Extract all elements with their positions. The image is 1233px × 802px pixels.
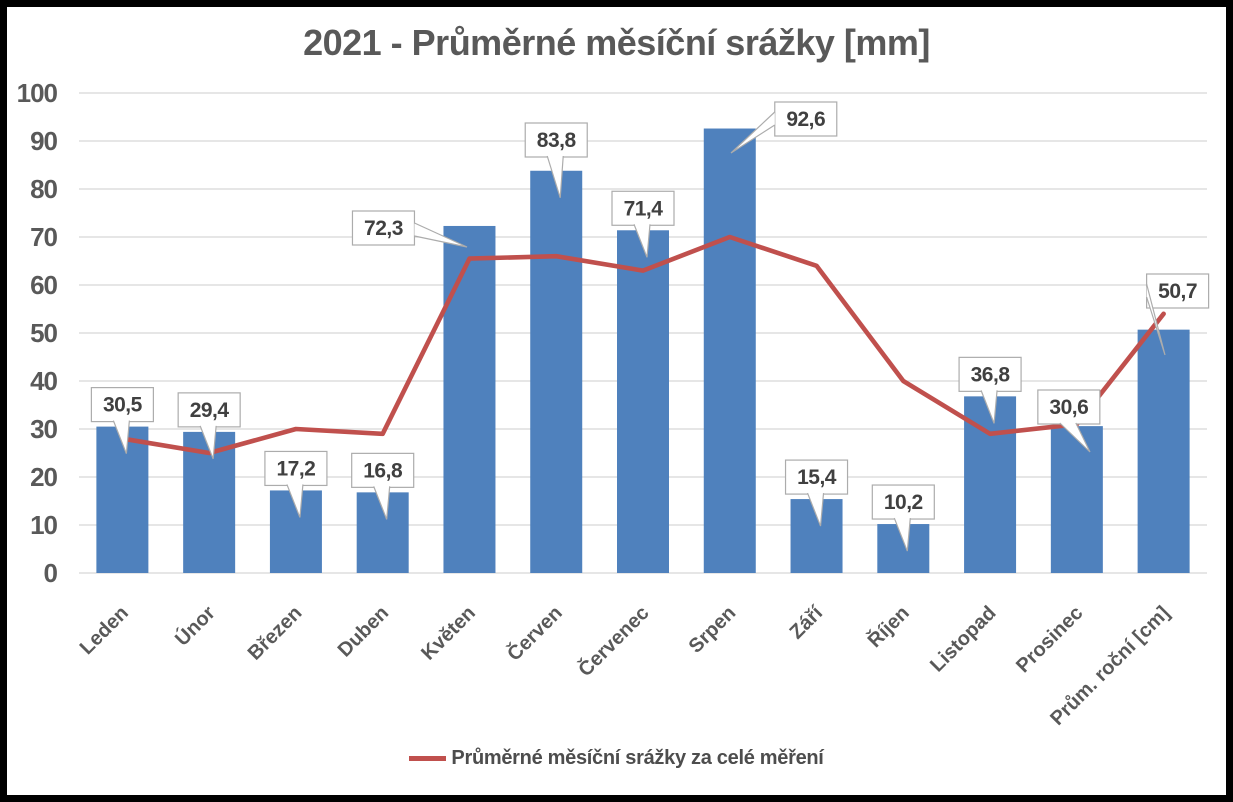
callout-Červen: 83,8 <box>524 122 588 198</box>
callout-Prům. roční [cm]: 50,7 <box>1146 273 1210 356</box>
callout-tail <box>893 517 911 552</box>
legend: Průměrné měsíční srážky za celé měření <box>0 747 1233 770</box>
bar-Srpen <box>703 128 756 573</box>
y-tick-label-40: 40 <box>30 366 57 396</box>
bar-Únor <box>183 431 236 573</box>
data-label-Listopad: 36,8 <box>971 363 1011 386</box>
callout-box <box>1037 389 1101 425</box>
callout-Leden: 30,5 <box>90 387 154 454</box>
bar-Květen <box>443 225 496 573</box>
legend-line-swatch <box>409 756 447 761</box>
data-label-Červen: 83,8 <box>537 129 577 152</box>
average-line-series <box>120 234 1166 456</box>
callout-Únor: 29,4 <box>177 392 241 460</box>
callout-Srpen: 92,6 <box>730 101 838 154</box>
bar-Červenec <box>617 230 669 573</box>
callout-tail <box>199 425 217 460</box>
callout-tail <box>633 224 651 258</box>
callout-tail <box>286 484 304 518</box>
chart-title: 2021 - Průměrné měsíční srážky [mm] <box>303 22 930 63</box>
callout-Červenec: 71,4 <box>611 190 675 258</box>
callout-tail <box>1146 283 1166 356</box>
y-tick-label-90: 90 <box>30 126 57 156</box>
y-tick-label-50: 50 <box>30 318 57 348</box>
callout-Březen: 17,2 <box>264 450 328 518</box>
data-label-Prosinec: 30,6 <box>1049 396 1088 419</box>
x-label-Červen: Červen <box>502 601 567 666</box>
callout-box <box>90 387 154 423</box>
callout-Prosinec: 30,6 <box>1037 389 1101 453</box>
bar-Prům. roční [cm] <box>1137 329 1190 573</box>
callout-tail <box>546 155 564 198</box>
x-label-Leden: Leden <box>76 602 133 659</box>
x-label-Únor: Únor <box>170 600 220 650</box>
x-label-Říjen: Říjen <box>862 601 914 653</box>
y-tick-label-80: 80 <box>30 174 57 204</box>
y-tick-label-0: 0 <box>44 558 58 588</box>
data-label-Září: 15,4 <box>797 466 837 489</box>
callout-box <box>1146 273 1210 309</box>
y-tick-label-20: 20 <box>30 462 57 492</box>
legend-label: Průměrné měsíční srážky za celé měření <box>451 747 824 769</box>
callout-Říjen: 10,2 <box>871 484 935 552</box>
x-label-Listopad: Listopad <box>926 602 1000 676</box>
y-tick-label-70: 70 <box>30 222 57 252</box>
bar-Červen <box>530 170 583 573</box>
callout-box <box>264 450 328 487</box>
bar-Leden <box>96 426 149 573</box>
y-tick-label-10: 10 <box>30 510 57 540</box>
callout-Květen: 72,3 <box>351 210 468 248</box>
callout-tail <box>414 222 468 248</box>
y-tick-label-60: 60 <box>30 270 57 300</box>
data-label-Únor: 29,4 <box>190 399 230 422</box>
x-label-Prosinec: Prosinec <box>1012 602 1087 677</box>
data-label-Duben: 16,8 <box>363 459 403 482</box>
data-label-Květen: 72,3 <box>364 217 403 240</box>
x-label-Březen: Březen <box>244 602 307 665</box>
callout-tail <box>373 486 391 520</box>
y-tick-label-100: 100 <box>17 78 58 108</box>
x-label-Září: Září <box>786 601 829 644</box>
data-label-Leden: 30,5 <box>103 394 143 417</box>
data-label-Prům. roční [cm]: 50,7 <box>1158 280 1197 303</box>
callout-Září: 15,4 <box>784 459 849 527</box>
x-label-Květen: Květen <box>417 602 480 665</box>
callout-tail <box>112 420 130 454</box>
x-label-Srpen: Srpen <box>685 602 741 658</box>
callout-Duben: 16,8 <box>351 452 415 520</box>
data-label-Červenec: 71,4 <box>624 197 664 220</box>
bar-Prosinec <box>1050 426 1103 573</box>
callout-tail <box>1059 422 1091 453</box>
data-label-Říjen: 10,2 <box>884 491 923 514</box>
callout-tail <box>806 492 825 527</box>
callout-box <box>871 484 935 520</box>
callout-tail <box>730 111 776 154</box>
data-label-Srpen: 92,6 <box>786 108 825 131</box>
callout-box <box>351 452 415 488</box>
data-label-Březen: 17,2 <box>276 457 315 480</box>
x-label-Červenec: Červenec <box>573 601 654 682</box>
x-label-Duben: Duben <box>334 602 394 662</box>
callout-tail <box>980 390 998 424</box>
callout-Listopad: 36,8 <box>958 356 1022 424</box>
y-tick-label-30: 30 <box>30 414 57 444</box>
